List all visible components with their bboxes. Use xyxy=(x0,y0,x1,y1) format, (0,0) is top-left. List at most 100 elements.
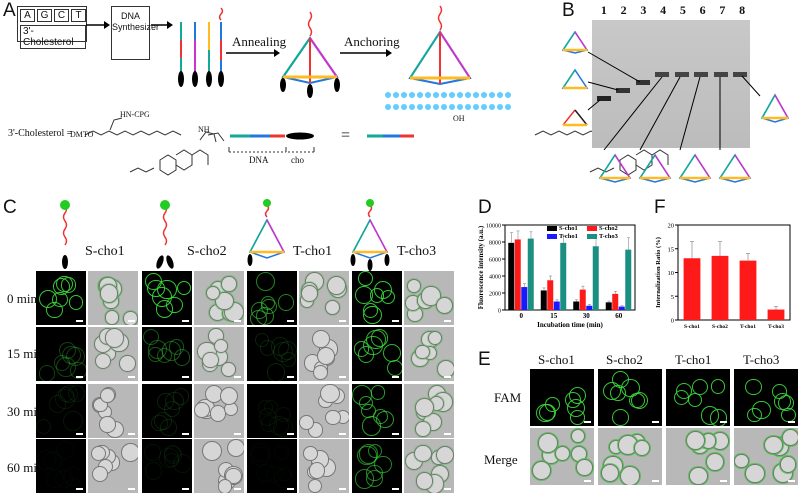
micrograph-c-fl-r2-c4 xyxy=(352,327,402,381)
panel-letter-b: B xyxy=(562,0,575,21)
f-xtick-S-cho2: S-cho2 xyxy=(712,324,728,330)
d-xtick-0: 0 xyxy=(520,312,524,320)
d-bar-S-cho2-15 xyxy=(547,280,554,310)
micrograph-c-dic-r4-c1 xyxy=(88,439,138,493)
d-bar-T-cho3-0 xyxy=(527,238,534,310)
oh-label: OH xyxy=(453,114,465,123)
f-bar-T-cho1 xyxy=(739,260,757,320)
seq-block-t: T xyxy=(71,9,86,22)
cholesterol-label: 3'-Cholesterol = xyxy=(8,128,73,139)
anchoring-label: Anchoring xyxy=(344,34,400,49)
micrograph-e-merge-c1 xyxy=(530,428,594,485)
synth-line1: DNA xyxy=(120,11,140,21)
d-bar-T-cho3-60 xyxy=(625,249,632,310)
f-ytick-label: 0 xyxy=(671,318,674,325)
seq-block-c: C xyxy=(54,9,69,22)
micrograph-c-dic-r2-c3 xyxy=(299,327,349,381)
micrograph-c-fl-r3-c1 xyxy=(36,384,86,438)
c-row-label-4: 60 min xyxy=(7,460,44,475)
e-col-label-4: T-cho3 xyxy=(743,352,780,367)
d-legend-swatch-S-cho1 xyxy=(547,226,557,231)
micrograph-e-fam-c1 xyxy=(530,369,594,426)
c-row-label-2: 15 min xyxy=(7,346,44,361)
micrograph-c-fl-r4-c2 xyxy=(142,439,192,493)
d-bar-S-cho2-60 xyxy=(612,293,619,310)
f-xtick-T-cho1: T-cho1 xyxy=(740,324,756,330)
d-ytick-label: 8000 xyxy=(489,241,501,247)
gel-image xyxy=(592,20,750,148)
micrograph-e-fam-c3 xyxy=(666,369,730,426)
d-bar-T-cho3-30 xyxy=(592,246,599,310)
chart-d: 0 2000 4000 6000 8000 10000 0 15 30 60 Incubation … xyxy=(477,224,636,329)
d-legend-label-T-cho1: T-cho1 xyxy=(559,233,578,240)
d-bar-S-cho1-15 xyxy=(540,290,547,310)
micrograph-c-dic-r4-c2 xyxy=(194,439,244,493)
d-legend-label-S-cho1: S-cho1 xyxy=(559,225,578,232)
d-legend-swatch-T-cho1 xyxy=(547,234,557,239)
f-xtick-T-cho3: T-cho3 xyxy=(768,324,784,330)
lane-3: 3 xyxy=(640,3,647,17)
micrograph-c-dic-r3-c3 xyxy=(299,384,349,438)
d-legend-swatch-T-cho3 xyxy=(587,234,597,239)
seq-block-g: G xyxy=(37,9,52,22)
micrograph-e-fam-c4 xyxy=(734,369,798,426)
micrograph-c-fl-r2-c3 xyxy=(247,327,297,381)
e-row-label-1: FAM xyxy=(494,390,522,405)
dmto-label: DMTO xyxy=(70,130,94,139)
d-ytick-label: 2000 xyxy=(489,292,501,298)
f-bar-S-cho1 xyxy=(683,258,701,320)
d-bar-T-cho1-15 xyxy=(553,301,560,310)
micrograph-c-fl-r4-c4 xyxy=(352,439,402,493)
lane-6: 6 xyxy=(699,3,706,17)
d-ytick-label: 4000 xyxy=(489,275,501,281)
cho-label: cho xyxy=(291,155,304,165)
micrograph-c-fl-r1-c1 xyxy=(36,271,86,325)
f-ytick-label: 10 xyxy=(668,270,675,277)
micrograph-c-dic-r3-c2 xyxy=(194,384,244,438)
d-ytick-label: 10000 xyxy=(486,224,501,230)
seq-block-a: A xyxy=(20,9,35,22)
cpg-label: HN-CPG xyxy=(120,110,150,119)
micrograph-c-fl-r1-c2 xyxy=(142,271,192,325)
panel-letter-d: D xyxy=(478,197,492,218)
micrograph-c-fl-r3-c4 xyxy=(352,384,402,438)
annealing-label: Annealing xyxy=(232,34,287,49)
micrograph-c-dic-r2-c2 xyxy=(194,327,244,381)
d-plot-frame xyxy=(504,224,636,311)
micrograph-c-dic-r2-c4 xyxy=(404,327,454,381)
micrograph-c-dic-r2-c1 xyxy=(88,327,138,381)
micrograph-c-fl-r2-c2 xyxy=(142,327,192,381)
micrograph-e-merge-c3 xyxy=(666,428,730,485)
d-bar-T-cho3-15 xyxy=(560,242,567,310)
d-bar-S-cho2-0 xyxy=(514,239,521,310)
c-col-label-2: S-cho2 xyxy=(187,244,227,259)
c-row-label-1: 0 min xyxy=(7,291,37,306)
f-ytick-label: 20 xyxy=(668,223,675,230)
chart-f: 0 5 10 15 20 S-cho1 S-cho2 T-cho1 T-cho3 Internal… xyxy=(655,223,791,330)
d-xtick-15: 15 xyxy=(550,312,558,320)
micrograph-c-dic-r1-c1 xyxy=(88,271,138,325)
dna-label: DNA xyxy=(249,155,269,165)
micrograph-c-fl-r1-c3 xyxy=(247,271,297,325)
d-legend-label-T-cho3: T-cho3 xyxy=(599,233,619,240)
micrograph-c-fl-r4-c1 xyxy=(36,439,86,493)
lane-2: 2 xyxy=(620,3,627,17)
f-bar-S-cho2 xyxy=(711,255,729,320)
panel-letter-e: E xyxy=(478,349,491,370)
nh-label-left: NH xyxy=(198,125,210,134)
seq-label: 3'-Cholesterol xyxy=(20,25,86,49)
d-xlabel: Incubation time (min) xyxy=(537,321,603,329)
f-xtick-S-cho1: S-cho1 xyxy=(684,324,700,330)
micrograph-e-merge-c2 xyxy=(598,428,662,485)
e-col-label-3: T-cho1 xyxy=(675,352,712,367)
membrane-bilayer xyxy=(385,92,511,110)
micrograph-c-dic-r4-c4 xyxy=(404,439,454,493)
d-bar-S-cho1-60 xyxy=(605,302,612,310)
d-bar-T-cho1-60 xyxy=(618,306,625,310)
micrograph-c-fl-r3-c2 xyxy=(142,384,192,438)
lane-7: 7 xyxy=(719,3,726,17)
panel-letter-c: C xyxy=(3,197,17,218)
d-legend-label-S-cho2: S-cho2 xyxy=(599,225,618,232)
